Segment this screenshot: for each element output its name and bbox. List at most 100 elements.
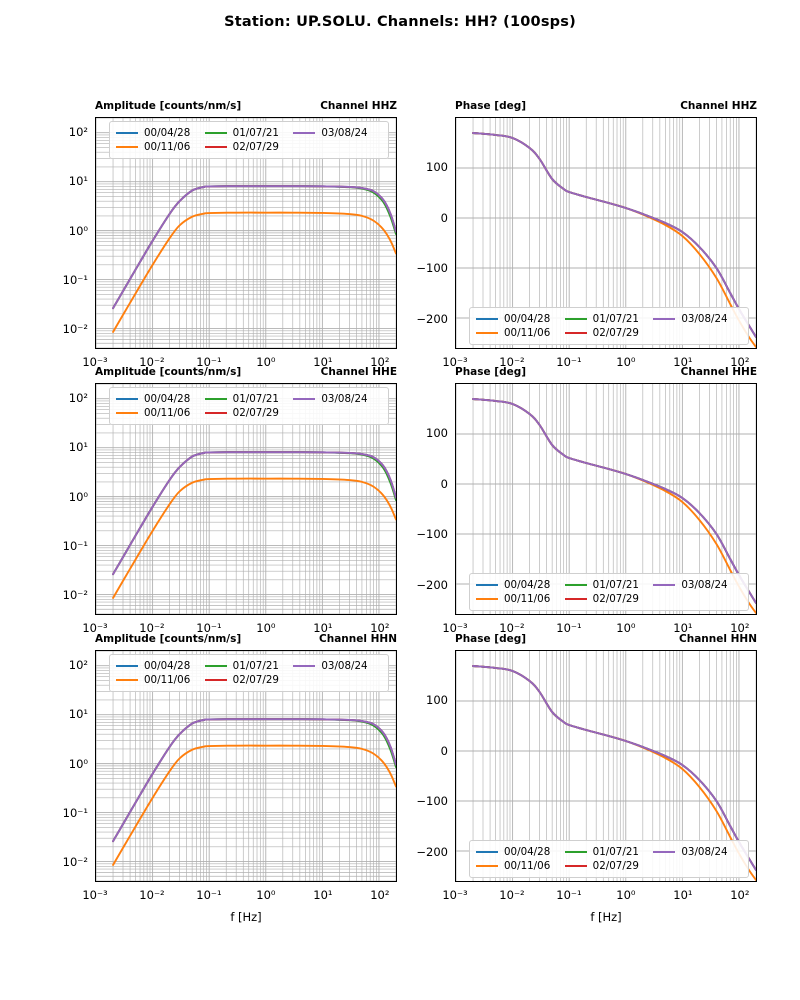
y-tick-label: 10² <box>68 657 88 672</box>
series-line-01-07-21 <box>112 185 396 310</box>
legend-swatch-01-07-21 <box>564 851 587 853</box>
legend-swatch-02-07-29 <box>564 332 587 334</box>
series-line-01-07-21 <box>112 718 396 843</box>
legend-swatch-00-11-06 <box>116 146 138 148</box>
legend-item: 02/07/29 <box>564 592 654 606</box>
x-tick-label: 10² <box>730 888 750 902</box>
panel-channel-label: Channel HHZ <box>680 100 757 112</box>
legend-swatch-00-04-28 <box>116 398 138 400</box>
data-series-group <box>472 665 756 881</box>
panel-channel-label: Channel HHN <box>679 633 757 645</box>
legend-swatch-02-07-29 <box>564 598 587 600</box>
y-tick-label: −100 <box>416 261 448 276</box>
legend-label: 00/04/28 <box>504 313 551 325</box>
y-tick-label: 0 <box>440 476 448 491</box>
panel-channel-label: Channel HHN <box>319 633 397 645</box>
legend-swatch-00-04-28 <box>476 851 498 853</box>
series-line-00-04-28 <box>112 718 396 843</box>
legend-label: 01/07/21 <box>592 313 639 325</box>
x-tick-label: 10¹ <box>313 888 333 902</box>
y-tick-label: 0 <box>440 743 448 758</box>
plot-panel-phase-hhe: Phase [deg] Channel HHE 10⁻³ 10⁻² 10⁻¹ 10⁰ 10¹… <box>416 366 757 635</box>
legend-swatch-02-07-29 <box>204 412 227 414</box>
legend-label: 01/07/21 <box>592 579 639 591</box>
legend-label: 03/08/24 <box>681 846 728 858</box>
y-tick-label: 10⁻¹ <box>62 538 88 553</box>
series-line-03-08-24 <box>472 665 756 871</box>
panel-channel-label: Channel HHE <box>680 366 757 378</box>
legend-item: 02/07/29 <box>204 406 294 420</box>
x-tick-label: 10⁰ <box>616 621 636 635</box>
legend-label: 00/11/06 <box>504 860 551 872</box>
legend-swatch-00-11-06 <box>476 865 498 867</box>
legend-item: 03/08/24 <box>653 578 742 592</box>
legend: 00/04/28 00/11/06 01/07/21 02/07/29 03/08/24 <box>469 307 749 345</box>
x-tick-label: 10⁻² <box>499 888 525 902</box>
legend-label: 01/07/21 <box>232 393 279 405</box>
series-line-02-07-29 <box>112 451 396 576</box>
x-tick-label: 10⁻² <box>139 888 165 902</box>
series-line-02-07-29 <box>112 185 396 310</box>
legend-item: 00/11/06 <box>116 406 205 420</box>
legend-item: 00/11/06 <box>476 592 565 606</box>
y-tick-label: 10⁻² <box>62 322 88 337</box>
plot-panel-amplitude-hhe: Amplitude [counts/nm/s] Channel HHE 10⁻³ 10… <box>63 366 397 635</box>
panel-axis-title: Amplitude [counts/nm/s] <box>95 633 242 645</box>
legend-swatch-03-08-24 <box>293 665 316 667</box>
x-tick-label: 10⁻¹ <box>556 888 582 902</box>
x-tick-label: 10⁻² <box>499 355 525 369</box>
y-tick-label: 10¹ <box>68 707 88 722</box>
data-series-group <box>112 451 396 599</box>
legend-label: 03/08/24 <box>321 393 368 405</box>
y-tick-label: 10² <box>68 390 88 405</box>
legend-item: 00/04/28 <box>116 126 205 140</box>
legend-item: 01/07/21 <box>204 392 294 406</box>
data-series-group <box>472 132 756 348</box>
y-tick-label: 10⁻¹ <box>62 272 88 287</box>
legend-label: 00/04/28 <box>144 660 191 672</box>
legend-label: 02/07/29 <box>592 327 639 339</box>
x-tick-label: 10⁻³ <box>82 355 108 369</box>
legend-label: 00/11/06 <box>144 407 191 419</box>
x-tick-label: 10⁰ <box>256 355 276 369</box>
plot-panel-amplitude-hhn: Amplitude [counts/nm/s] Channel HHN 10⁻³ 10… <box>63 633 397 924</box>
series-line-01-07-21 <box>112 451 396 576</box>
y-tick-label: 10⁻² <box>62 855 88 870</box>
panel-axis-title: Phase [deg] <box>455 633 527 645</box>
x-tick-label: 10¹ <box>673 621 693 635</box>
legend-label: 01/07/21 <box>592 846 639 858</box>
legend-item: 00/04/28 <box>476 312 565 326</box>
data-series-group <box>112 718 396 866</box>
legend-swatch-00-11-06 <box>476 332 498 334</box>
legend-swatch-00-11-06 <box>476 598 498 600</box>
y-tick-label: 10⁰ <box>68 756 88 771</box>
data-series-group <box>112 185 396 333</box>
y-tick-label: 10⁻¹ <box>62 805 88 820</box>
legend-label: 01/07/21 <box>232 127 279 139</box>
legend-label: 02/07/29 <box>232 407 279 419</box>
legend-item: 00/11/06 <box>116 140 205 154</box>
x-tick-label: 10⁰ <box>616 355 636 369</box>
y-tick-label: 10⁰ <box>68 223 88 238</box>
x-tick-label: 10⁻¹ <box>556 355 582 369</box>
legend-swatch-01-07-21 <box>204 665 227 667</box>
legend-item: 00/04/28 <box>476 845 565 859</box>
legend-item: 00/11/06 <box>476 859 565 873</box>
legend-label: 02/07/29 <box>592 593 639 605</box>
legend-swatch-03-08-24 <box>293 132 316 134</box>
x-tick-label: 10⁻² <box>499 621 525 635</box>
legend-item: 00/11/06 <box>116 673 205 687</box>
legend-item: 01/07/21 <box>204 126 294 140</box>
legend-item: 03/08/24 <box>293 659 382 673</box>
y-tick-label: −100 <box>416 527 448 542</box>
x-tick-label: 10¹ <box>673 355 693 369</box>
panel-channel-label: Channel HHE <box>320 366 397 378</box>
legend-item: 00/04/28 <box>116 392 205 406</box>
legend-swatch-00-04-28 <box>476 584 498 586</box>
legend: 00/04/28 00/11/06 01/07/21 02/07/29 03/08/24 <box>469 573 749 611</box>
y-tick-label: 0 <box>440 210 448 225</box>
legend-item: 01/07/21 <box>564 578 654 592</box>
legend-swatch-02-07-29 <box>564 865 587 867</box>
series-line-00-11-06 <box>112 211 396 333</box>
